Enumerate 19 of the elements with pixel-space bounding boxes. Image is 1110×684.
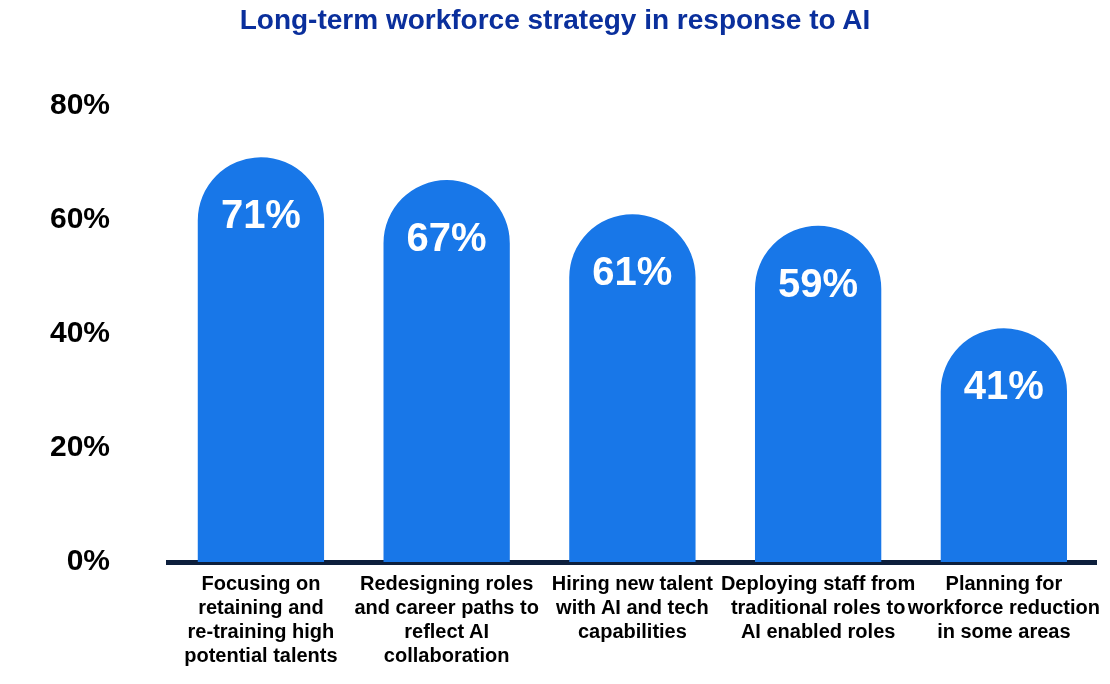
y-tick-label: 60% [50, 201, 111, 235]
bar [940, 328, 1068, 562]
y-tick-label: 40% [50, 315, 111, 349]
data-label: 41% [963, 363, 1044, 408]
x-tick-label: Focusing on retaining and re-training high potential talents [184, 571, 338, 666]
data-label: 59% [778, 260, 859, 305]
x-tick-label: Hiring new talent with AI and tech capabilities [551, 571, 714, 642]
bar [383, 180, 510, 562]
x-tick-label: Redesigning roles and career paths to reflect AI collaboration [354, 571, 539, 666]
bar [754, 225, 882, 562]
chart-title: Long-term workforce strategy in response to AI [238, 4, 872, 37]
y-tick-label: 80% [50, 87, 111, 121]
data-label: 71% [220, 192, 301, 237]
bar [197, 157, 325, 562]
data-label: 61% [592, 249, 673, 294]
data-label: 67% [406, 215, 487, 260]
bar [569, 214, 696, 562]
y-tick-label: 20% [50, 429, 111, 463]
y-tick-label: 0% [66, 543, 111, 577]
